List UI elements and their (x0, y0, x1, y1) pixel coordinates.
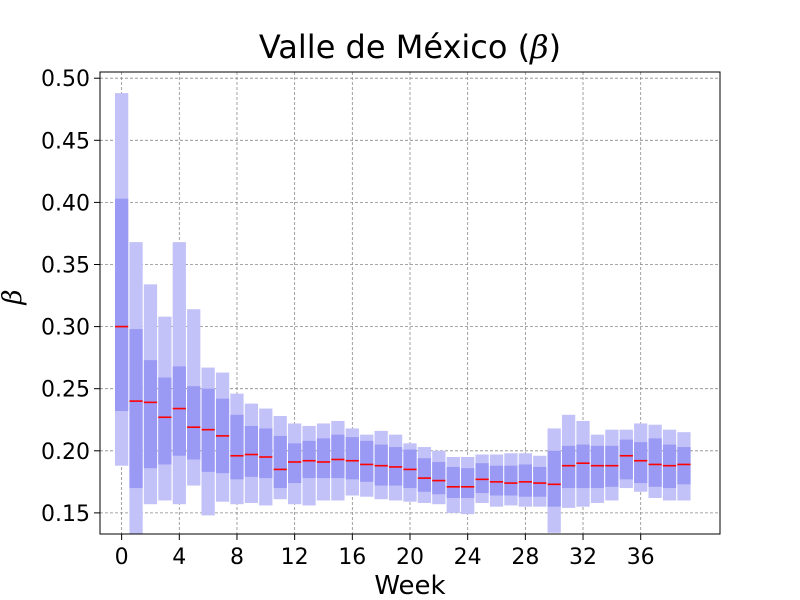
inner-band-bar (273, 435, 287, 489)
inner-band-bar (345, 437, 359, 480)
x-tick-label: 24 (454, 545, 482, 570)
x-axis-label: Week (374, 571, 445, 600)
x-tick-label: 0 (115, 545, 129, 570)
inner-band-bar (114, 198, 129, 412)
inner-band-bar (259, 428, 273, 479)
chart-title: Valle de México (β) (0, 28, 800, 66)
x-tick-label: 32 (569, 545, 597, 570)
median-layer (114, 325, 691, 488)
inner-band-bar (461, 468, 475, 498)
chart-title-symbol: β (530, 28, 549, 66)
inner-band-bar (547, 450, 561, 507)
x-tick-label: 36 (627, 545, 655, 570)
y-tick-label: 0.20 (41, 440, 90, 465)
inner-band-bar (446, 466, 460, 498)
x-tick-label: 12 (281, 545, 309, 570)
x-tick-label: 28 (511, 545, 539, 570)
y-tick-label: 0.15 (41, 502, 90, 527)
x-tick-label: 20 (396, 545, 424, 570)
inner-band-bar (634, 442, 648, 484)
inner-band-bar (417, 458, 432, 492)
x-tick-label: 4 (172, 545, 186, 570)
inner-band-bar (489, 465, 504, 496)
y-tick-label: 0.45 (41, 129, 90, 154)
inner-band-bar (533, 466, 547, 497)
inner-band-bar (172, 366, 186, 456)
bands-layer (114, 93, 691, 535)
x-tick-label: 8 (230, 545, 244, 570)
inner-band-bar (187, 386, 201, 460)
y-tick-label: 0.25 (41, 378, 90, 403)
inner-band-bar (129, 329, 143, 489)
inner-band-bar (316, 438, 331, 479)
inner-band-bar (561, 445, 576, 489)
inner-band-bar (158, 377, 172, 465)
chart-title-close: ) (548, 28, 562, 66)
inner-band-bar (590, 445, 605, 489)
inner-band-bar (244, 425, 259, 477)
ticks-layer: 0 4 8 12 16 20 24 28 32 36 0.15 0.20 0.25 0.30 0.35 0.4… (41, 67, 655, 570)
y-axis-label: β (0, 289, 28, 305)
inner-band-bar (143, 360, 158, 469)
chart-title-text: Valle de México ( (258, 28, 531, 66)
y-tick-label: 0.40 (41, 191, 90, 216)
inner-band-bar (518, 464, 532, 497)
inner-band-bar (648, 438, 662, 487)
x-tick-label: 16 (338, 545, 366, 570)
inner-band-bar (360, 440, 374, 482)
y-tick-label: 0.35 (41, 254, 90, 279)
y-tick-label: 0.30 (41, 316, 90, 341)
inner-band-bar (331, 434, 345, 479)
inner-band-bar (576, 444, 590, 489)
inner-band-bar (302, 440, 316, 479)
inner-band-bar (230, 414, 244, 480)
inner-band-bar (504, 465, 518, 496)
inner-band-bar (677, 447, 691, 485)
inner-band-bar (432, 461, 446, 495)
inner-band-bar (475, 463, 489, 494)
inner-band-bar (288, 443, 302, 484)
y-tick-label: 0.50 (41, 67, 90, 92)
inner-band-bar (619, 439, 633, 480)
